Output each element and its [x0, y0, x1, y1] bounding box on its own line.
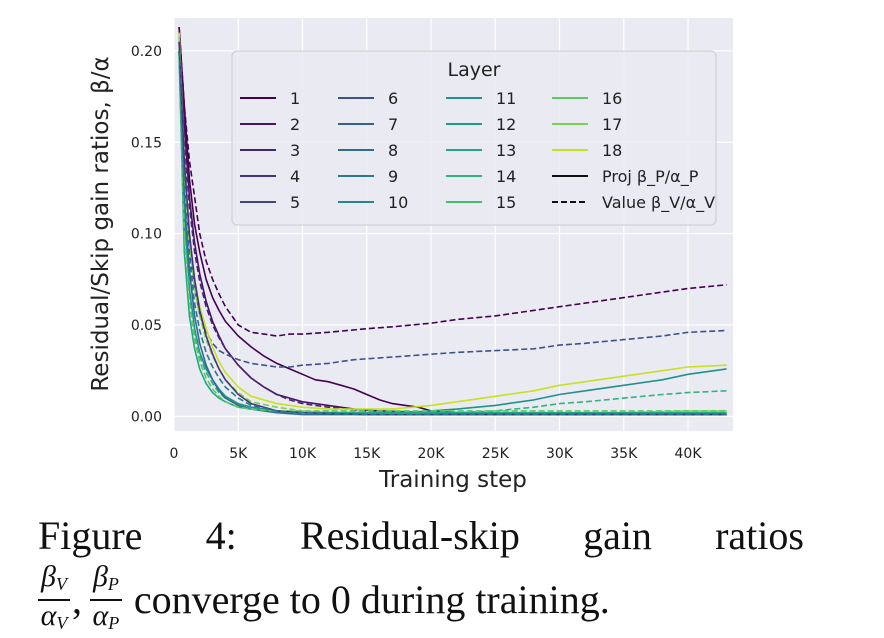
- figure-caption: Figure 4: Residual-skip gain ratios βV α…: [38, 512, 804, 638]
- line-chart: 0 5K 10K 15K 20K 25K 30K 35K 40K 0.00 0.05 0.10 0.1…: [88, 18, 733, 493]
- x-tick-label: 15K: [353, 446, 381, 462]
- legend-label-layer-11: 11: [496, 89, 516, 108]
- caption-text-converge: converge to 0 during training.: [133, 577, 610, 622]
- frac1-numerator: β: [41, 560, 56, 593]
- legend-label-layer-12: 12: [496, 115, 516, 134]
- x-tick-label: 5K: [229, 446, 248, 462]
- y-tick-label: 0.05: [131, 318, 162, 334]
- caption-row-2: βV αV , βP αP converge to 0 during train…: [38, 562, 804, 638]
- legend-box: [231, 50, 717, 226]
- series-line-layer-4-solid: [178, 41, 727, 416]
- x-tick-label: 10K: [289, 446, 317, 462]
- frac2-numerator-sub: P: [107, 574, 119, 594]
- x-tick-label: 30K: [546, 446, 574, 462]
- legend-label-layer-15: 15: [496, 193, 516, 212]
- x-tick-label: 35K: [610, 446, 638, 462]
- legend-label-layer-17: 17: [602, 115, 622, 134]
- series-line-layer-9-dashed: [178, 50, 727, 416]
- caption-text-ratios: ratios: [715, 513, 804, 558]
- caption-figure-label: Figure: [38, 513, 143, 558]
- frac2-denominator-sub: P: [108, 613, 120, 633]
- x-axis-label: Training step: [378, 467, 527, 493]
- caption-text-gain: gain: [583, 513, 652, 558]
- legend-label-layer-10: 10: [388, 193, 408, 212]
- legend-label-dashed: Value β_V/α_V: [602, 193, 715, 213]
- frac1-denominator: α: [40, 599, 57, 632]
- frac1-numerator-sub: V: [55, 574, 67, 594]
- series-lines: [178, 27, 727, 416]
- legend-label-layer-3: 3: [290, 141, 300, 160]
- caption-separator: ,: [71, 577, 82, 622]
- legend-label-layer-7: 7: [388, 115, 398, 134]
- legend-label-layer-6: 6: [388, 89, 398, 108]
- legend-label-layer-18: 18: [602, 141, 622, 160]
- y-tick-label: 0.15: [131, 135, 162, 151]
- frac1-denominator-sub: V: [56, 613, 68, 633]
- series-line-layer-14-dashed: [178, 50, 727, 414]
- legend-label-layer-14: 14: [496, 167, 516, 186]
- legend-label-layer-2: 2: [290, 115, 300, 134]
- fraction-proj-ratio: βP αP: [89, 560, 122, 638]
- legend-label-solid: Proj β_P/α_P: [602, 167, 699, 187]
- legend-label-layer-9: 9: [388, 167, 398, 186]
- legend-label-layer-4: 4: [290, 167, 300, 186]
- x-tick-label: 25K: [482, 446, 510, 462]
- fraction-value-ratio: βV αV: [38, 562, 70, 638]
- series-line-layer-16-dashed: [178, 50, 727, 412]
- legend-label-layer-16: 16: [602, 89, 622, 108]
- frac2-denominator: α: [92, 599, 109, 632]
- series-line-layer-18-solid: [178, 32, 727, 410]
- legend-title: Layer: [448, 59, 501, 81]
- legend-label-layer-8: 8: [388, 141, 398, 160]
- x-tick-label: 20K: [418, 446, 446, 462]
- caption-figure-number: 4:: [205, 513, 237, 558]
- caption-text-residual-skip: Residual-skip: [299, 513, 520, 558]
- y-tick-label: 0.20: [131, 44, 162, 60]
- y-axis-label: Residual/Skip gain ratios, β/α: [88, 56, 114, 391]
- caption-row-1: Figure 4: Residual-skip gain ratios: [38, 512, 804, 560]
- legend-label-layer-13: 13: [496, 141, 516, 160]
- legend-label-layer-1: 1: [290, 89, 300, 108]
- x-tick-labels: 0 5K 10K 15K 20K 25K 30K 35K 40K: [170, 446, 703, 462]
- legend-label-layer-5: 5: [290, 193, 300, 212]
- x-tick-label: 0: [170, 446, 179, 462]
- series-line-layer-1-dashed: [178, 27, 727, 337]
- y-tick-label: 0.10: [131, 227, 162, 243]
- series-line-layer-6-dashed: [178, 50, 727, 368]
- y-tick-label: 0.00: [131, 409, 162, 425]
- frac2-numerator: β: [92, 560, 108, 593]
- x-tick-label: 40K: [675, 446, 703, 462]
- y-tick-labels: 0.00 0.05 0.10 0.15 0.20: [131, 44, 162, 425]
